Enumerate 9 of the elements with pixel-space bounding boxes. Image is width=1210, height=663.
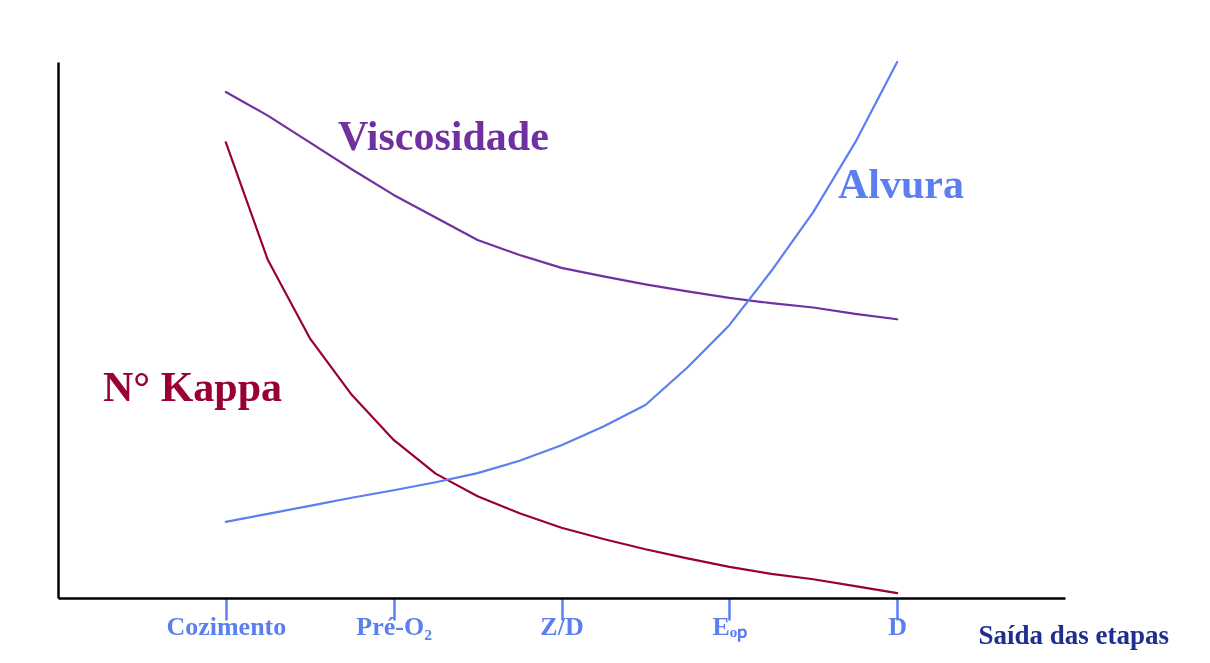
x-tick-label: Eₒₚ [712, 611, 748, 642]
series-label: Alvura [838, 161, 964, 207]
x-tick-label: D [888, 611, 908, 641]
series-label: Viscosidade [338, 113, 549, 159]
x-tick-label: Pré-O₂ [356, 611, 433, 641]
x-tick-label: Cozimento [166, 611, 287, 641]
series-label: N° Kappa [103, 364, 283, 410]
x-tick-label: Z/D [540, 611, 584, 641]
x-axis-title: Saída das etapas [978, 619, 1170, 650]
